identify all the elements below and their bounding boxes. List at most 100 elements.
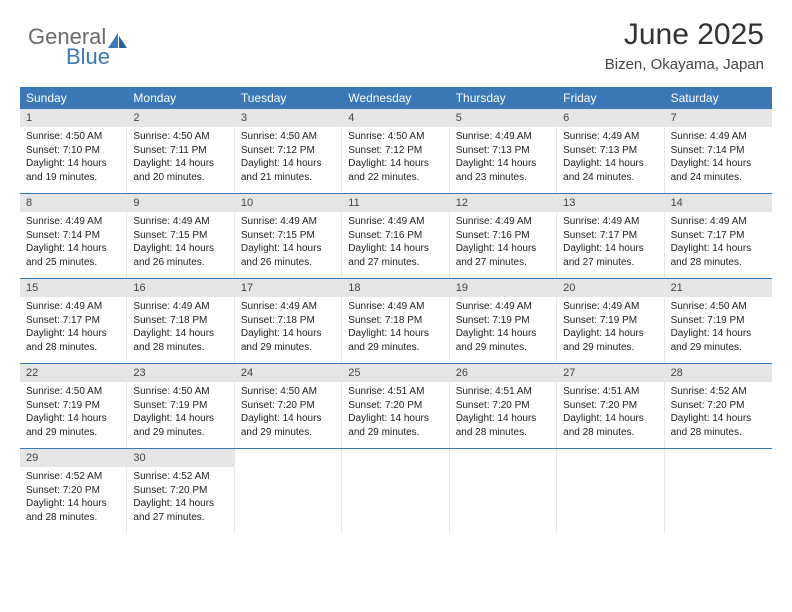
day-body: Sunrise: 4:49 AMSunset: 7:19 PMDaylight:… bbox=[557, 297, 663, 354]
daylight-text-2: and 27 minutes. bbox=[348, 256, 442, 270]
day-number: 5 bbox=[450, 109, 556, 127]
sunset-text: Sunset: 7:10 PM bbox=[26, 144, 120, 158]
daylight-text-1: Daylight: 14 hours bbox=[348, 157, 442, 171]
day-number: 9 bbox=[127, 194, 233, 212]
daylight-text-2: and 28 minutes. bbox=[26, 341, 120, 355]
daylight-text-2: and 29 minutes. bbox=[241, 426, 335, 440]
daylight-text-1: Daylight: 14 hours bbox=[133, 327, 227, 341]
empty-day-cell bbox=[450, 449, 557, 533]
weekday-header-row: Sunday Monday Tuesday Wednesday Thursday… bbox=[20, 87, 772, 109]
sunset-text: Sunset: 7:20 PM bbox=[133, 484, 227, 498]
daylight-text-1: Daylight: 14 hours bbox=[241, 327, 335, 341]
day-number: 3 bbox=[235, 109, 341, 127]
sunset-text: Sunset: 7:18 PM bbox=[241, 314, 335, 328]
daylight-text-2: and 29 minutes. bbox=[671, 341, 766, 355]
day-cell: 18Sunrise: 4:49 AMSunset: 7:18 PMDayligh… bbox=[342, 279, 449, 363]
day-body: Sunrise: 4:49 AMSunset: 7:14 PMDaylight:… bbox=[20, 212, 126, 269]
daylight-text-1: Daylight: 14 hours bbox=[563, 327, 657, 341]
day-body: Sunrise: 4:50 AMSunset: 7:19 PMDaylight:… bbox=[20, 382, 126, 439]
daylight-text-1: Daylight: 14 hours bbox=[241, 157, 335, 171]
sunrise-text: Sunrise: 4:49 AM bbox=[563, 130, 657, 144]
day-body: Sunrise: 4:49 AMSunset: 7:16 PMDaylight:… bbox=[342, 212, 448, 269]
daylight-text-2: and 21 minutes. bbox=[241, 171, 335, 185]
day-number: 19 bbox=[450, 279, 556, 297]
day-body: Sunrise: 4:49 AMSunset: 7:17 PMDaylight:… bbox=[20, 297, 126, 354]
daylight-text-1: Daylight: 14 hours bbox=[26, 412, 120, 426]
daylight-text-2: and 28 minutes. bbox=[671, 256, 766, 270]
daylight-text-2: and 26 minutes. bbox=[241, 256, 335, 270]
daylight-text-1: Daylight: 14 hours bbox=[241, 412, 335, 426]
daylight-text-2: and 29 minutes. bbox=[456, 341, 550, 355]
day-body: Sunrise: 4:52 AMSunset: 7:20 PMDaylight:… bbox=[665, 382, 772, 439]
sunrise-text: Sunrise: 4:52 AM bbox=[26, 470, 120, 484]
daylight-text-1: Daylight: 14 hours bbox=[671, 157, 766, 171]
day-body: Sunrise: 4:49 AMSunset: 7:17 PMDaylight:… bbox=[557, 212, 663, 269]
daylight-text-1: Daylight: 14 hours bbox=[456, 157, 550, 171]
sunrise-text: Sunrise: 4:50 AM bbox=[241, 385, 335, 399]
sunrise-text: Sunrise: 4:49 AM bbox=[133, 300, 227, 314]
sunset-text: Sunset: 7:20 PM bbox=[348, 399, 442, 413]
day-number: 17 bbox=[235, 279, 341, 297]
day-cell: 17Sunrise: 4:49 AMSunset: 7:18 PMDayligh… bbox=[235, 279, 342, 363]
day-cell: 28Sunrise: 4:52 AMSunset: 7:20 PMDayligh… bbox=[665, 364, 772, 448]
day-body: Sunrise: 4:51 AMSunset: 7:20 PMDaylight:… bbox=[557, 382, 663, 439]
sunset-text: Sunset: 7:20 PM bbox=[671, 399, 766, 413]
sunrise-text: Sunrise: 4:50 AM bbox=[348, 130, 442, 144]
daylight-text-2: and 27 minutes. bbox=[563, 256, 657, 270]
daylight-text-1: Daylight: 14 hours bbox=[456, 242, 550, 256]
daylight-text-2: and 27 minutes. bbox=[133, 511, 227, 525]
day-body: Sunrise: 4:49 AMSunset: 7:18 PMDaylight:… bbox=[235, 297, 341, 354]
daylight-text-1: Daylight: 14 hours bbox=[671, 242, 766, 256]
day-number: 10 bbox=[235, 194, 341, 212]
day-number: 6 bbox=[557, 109, 663, 127]
day-number: 20 bbox=[557, 279, 663, 297]
week-row: 8Sunrise: 4:49 AMSunset: 7:14 PMDaylight… bbox=[20, 194, 772, 279]
day-body: Sunrise: 4:49 AMSunset: 7:13 PMDaylight:… bbox=[557, 127, 663, 184]
sunset-text: Sunset: 7:19 PM bbox=[563, 314, 657, 328]
empty-day-cell bbox=[665, 449, 772, 533]
daylight-text-1: Daylight: 14 hours bbox=[26, 157, 120, 171]
sunrise-text: Sunrise: 4:49 AM bbox=[671, 215, 766, 229]
sunset-text: Sunset: 7:17 PM bbox=[26, 314, 120, 328]
day-cell: 2Sunrise: 4:50 AMSunset: 7:11 PMDaylight… bbox=[127, 109, 234, 193]
day-number: 22 bbox=[20, 364, 126, 382]
daylight-text-2: and 29 minutes. bbox=[26, 426, 120, 440]
day-body: Sunrise: 4:49 AMSunset: 7:18 PMDaylight:… bbox=[342, 297, 448, 354]
day-number: 26 bbox=[450, 364, 556, 382]
sunrise-text: Sunrise: 4:49 AM bbox=[133, 215, 227, 229]
sunset-text: Sunset: 7:20 PM bbox=[563, 399, 657, 413]
week-row: 15Sunrise: 4:49 AMSunset: 7:17 PMDayligh… bbox=[20, 279, 772, 364]
day-body: Sunrise: 4:52 AMSunset: 7:20 PMDaylight:… bbox=[20, 467, 126, 524]
day-body: Sunrise: 4:50 AMSunset: 7:12 PMDaylight:… bbox=[235, 127, 341, 184]
sunset-text: Sunset: 7:14 PM bbox=[671, 144, 766, 158]
daylight-text-2: and 29 minutes. bbox=[348, 426, 442, 440]
sunrise-text: Sunrise: 4:50 AM bbox=[133, 385, 227, 399]
day-body: Sunrise: 4:50 AMSunset: 7:19 PMDaylight:… bbox=[665, 297, 772, 354]
day-cell: 1Sunrise: 4:50 AMSunset: 7:10 PMDaylight… bbox=[20, 109, 127, 193]
sunset-text: Sunset: 7:17 PM bbox=[563, 229, 657, 243]
daylight-text-1: Daylight: 14 hours bbox=[563, 242, 657, 256]
empty-day-cell bbox=[557, 449, 664, 533]
day-body: Sunrise: 4:49 AMSunset: 7:19 PMDaylight:… bbox=[450, 297, 556, 354]
day-cell: 8Sunrise: 4:49 AMSunset: 7:14 PMDaylight… bbox=[20, 194, 127, 278]
day-number: 27 bbox=[557, 364, 663, 382]
daylight-text-1: Daylight: 14 hours bbox=[348, 412, 442, 426]
day-number: 4 bbox=[342, 109, 448, 127]
sunset-text: Sunset: 7:19 PM bbox=[456, 314, 550, 328]
day-cell: 27Sunrise: 4:51 AMSunset: 7:20 PMDayligh… bbox=[557, 364, 664, 448]
daylight-text-1: Daylight: 14 hours bbox=[348, 242, 442, 256]
day-cell: 14Sunrise: 4:49 AMSunset: 7:17 PMDayligh… bbox=[665, 194, 772, 278]
day-body: Sunrise: 4:49 AMSunset: 7:15 PMDaylight:… bbox=[235, 212, 341, 269]
daylight-text-2: and 28 minutes. bbox=[26, 511, 120, 525]
daylight-text-1: Daylight: 14 hours bbox=[563, 412, 657, 426]
sunrise-text: Sunrise: 4:49 AM bbox=[241, 300, 335, 314]
day-body: Sunrise: 4:49 AMSunset: 7:15 PMDaylight:… bbox=[127, 212, 233, 269]
day-body: Sunrise: 4:52 AMSunset: 7:20 PMDaylight:… bbox=[127, 467, 233, 524]
daylight-text-1: Daylight: 14 hours bbox=[133, 242, 227, 256]
day-cell: 9Sunrise: 4:49 AMSunset: 7:15 PMDaylight… bbox=[127, 194, 234, 278]
weekday-tuesday: Tuesday bbox=[235, 87, 342, 109]
sunrise-text: Sunrise: 4:49 AM bbox=[456, 215, 550, 229]
sunset-text: Sunset: 7:20 PM bbox=[241, 399, 335, 413]
title-block: June 2025 Bizen, Okayama, Japan bbox=[605, 18, 764, 73]
day-cell: 13Sunrise: 4:49 AMSunset: 7:17 PMDayligh… bbox=[557, 194, 664, 278]
